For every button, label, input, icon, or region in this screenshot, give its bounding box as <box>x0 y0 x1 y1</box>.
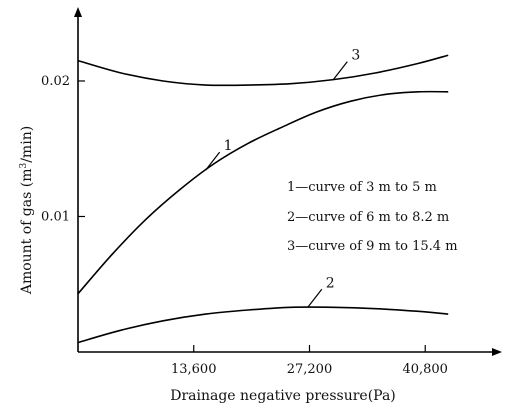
y-tick-label: 0.01 <box>41 209 70 224</box>
ticks: 13,600 27,200 40,800 0.01 0.02 <box>41 74 448 377</box>
curve-label-2: 2 <box>326 275 335 291</box>
legend: 1—curve of 3 m to 5 m 2—curve of 6 m to … <box>287 180 458 254</box>
x-tick-label: 40,800 <box>402 362 448 377</box>
legend-entry-1: 1—curve of 3 m to 5 m <box>287 180 437 195</box>
y-axis-title: Amount of gas (m3/min) <box>19 126 35 295</box>
legend-entry-2: 2—curve of 6 m to 8.2 m <box>287 210 449 225</box>
series-line-1 <box>77 90 449 295</box>
curve-leader-line <box>332 61 348 80</box>
series-line-3 <box>77 54 449 87</box>
series-line-2 <box>77 306 449 344</box>
y-axis-title-suffix: /min) <box>19 126 35 163</box>
curve-label-1: 1 <box>224 138 233 154</box>
x-tick-label: 13,600 <box>171 362 217 377</box>
y-axis-title-prefix: Amount of gas (m <box>19 169 35 296</box>
legend-entry-3: 3—curve of 9 m to 15.4 m <box>287 239 458 254</box>
y-axis-title-superscript: 3 <box>19 163 29 169</box>
curve-leader-line <box>307 288 323 308</box>
curve-label-3: 3 <box>351 48 360 64</box>
axes <box>74 7 502 356</box>
x-tick-label: 27,200 <box>287 362 333 377</box>
series <box>77 54 449 344</box>
x-axis-title: Drainage negative pressure(Pa) <box>170 388 396 404</box>
curve-leader-line <box>205 151 221 171</box>
y-tick-label: 0.02 <box>41 74 70 89</box>
curve-labels: 1 2 3 <box>205 48 360 308</box>
